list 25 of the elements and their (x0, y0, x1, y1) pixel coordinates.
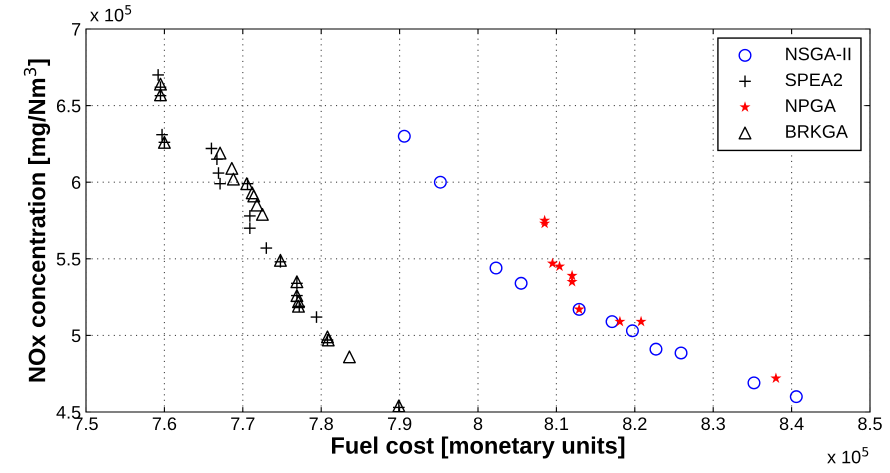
x-tick-label: 8.3 (701, 417, 725, 430)
y-tick-label: 6 (72, 176, 80, 189)
x-tick-label: 8.1 (544, 417, 568, 430)
legend-label: NPGA (786, 99, 836, 112)
x-tick-label: 8.4 (780, 417, 804, 430)
text: x 10$^{5}$ (90, 5, 132, 22)
x-tick-label: 8.5 (858, 417, 882, 430)
legend-label: SPEA2 (786, 73, 842, 86)
y-tick-label: 5 (72, 330, 80, 342)
x-tick-label: 8.2 (623, 417, 646, 430)
x-axis-title: Fuel cost [monetary units] (332, 436, 624, 458)
y-tick-label: 6.5 (56, 100, 80, 112)
x-tick-label: 7.8 (310, 417, 333, 430)
y-axis-title: NOx concentration [mg/Nm$^{3}$] (24, 59, 50, 382)
x-tick-label: 8 (474, 417, 482, 430)
x-tick-label: 7.9 (388, 417, 412, 430)
legend-label: BRKGA (786, 125, 848, 138)
x-tick-label: 7.7 (231, 418, 254, 430)
y-tick-label: 5.5 (56, 252, 80, 266)
legend-label: NSGA-II (786, 48, 850, 60)
x-tick-label: 7.6 (152, 417, 176, 430)
x-tick-label: 7.5 (74, 418, 98, 430)
y-tick-label: 4.5 (56, 406, 80, 419)
y-tick-label: 7 (72, 23, 80, 36)
text: x 10$^{5}$ (827, 447, 868, 464)
